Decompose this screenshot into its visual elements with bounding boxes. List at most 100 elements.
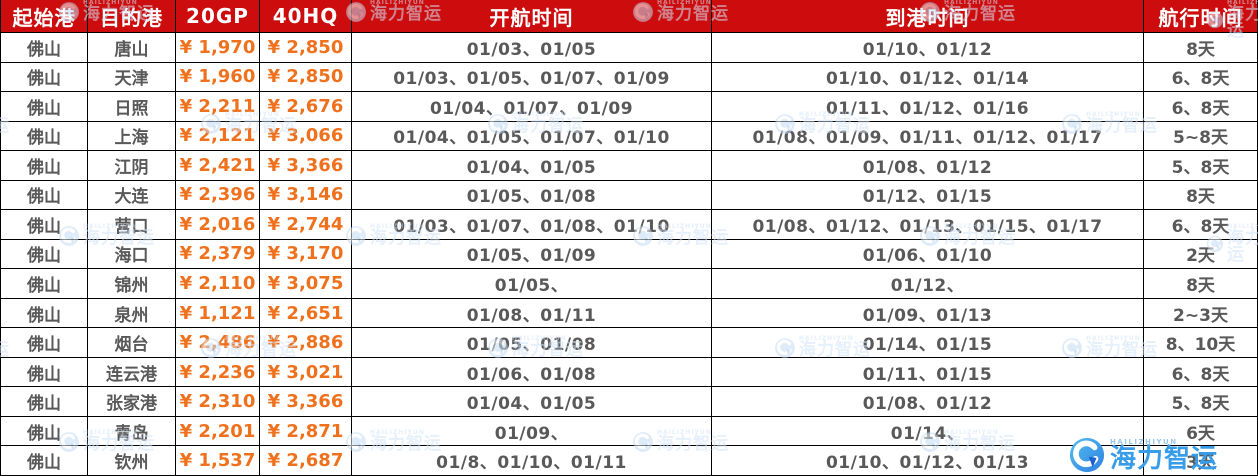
arrival-dates-cell: 01/10、01/12、01/14 xyxy=(712,62,1144,93)
arrival-dates-cell: 01/08、01/12 xyxy=(712,151,1144,181)
origin-port-cell: 佛山 xyxy=(0,62,88,93)
origin-port-cell: 佛山 xyxy=(0,446,88,476)
destination-port-cell: 营口 xyxy=(88,210,176,240)
arrival-dates-cell: 01/08、01/12、01/13、01/15、01/17 xyxy=(712,210,1144,240)
departure-dates-cell: 01/03、01/05、01/07、01/09 xyxy=(352,62,712,93)
origin-port-cell: 佛山 xyxy=(0,416,88,447)
price-20gp-cell: ¥ 1,121 xyxy=(176,298,260,329)
departure-dates-cell: 01/05、01/08 xyxy=(352,180,712,211)
departure-dates-cell: 01/05、 xyxy=(352,269,712,299)
arrival-dates-cell: 01/09、01/13 xyxy=(712,298,1144,329)
price-20gp-cell: ¥ 2,486 xyxy=(176,328,260,358)
arrival-dates-cell: 01/10、01/12、01/13 xyxy=(712,446,1144,476)
arrival-dates-cell: 01/10、01/12 xyxy=(712,33,1144,63)
price-20gp-cell: ¥ 2,016 xyxy=(176,210,260,240)
price-20gp-cell: ¥ 2,421 xyxy=(176,151,260,181)
destination-port-cell: 大连 xyxy=(88,180,176,211)
destination-port-cell: 锦州 xyxy=(88,269,176,299)
origin-port-cell: 佛山 xyxy=(0,121,88,152)
destination-port-cell: 上海 xyxy=(88,121,176,152)
header-20gp: 20GP xyxy=(176,0,260,33)
arrival-dates-cell: 01/08、01/09、01/11、01/12、01/17 xyxy=(712,121,1144,152)
price-20gp-cell: ¥ 1,537 xyxy=(176,446,260,476)
departure-dates-cell: 01/03、01/07、01/08、01/10 xyxy=(352,210,712,240)
destination-port-cell: 海口 xyxy=(88,239,176,270)
destination-port-cell: 江阴 xyxy=(88,151,176,181)
price-20gp-cell: ¥ 2,110 xyxy=(176,269,260,299)
arrival-dates-cell: 01/14、01/15 xyxy=(712,328,1144,358)
price-40hq-cell: ¥ 2,886 xyxy=(260,328,352,358)
departure-dates-cell: 01/04、01/05 xyxy=(352,387,712,417)
arrival-dates-cell: 01/08、01/12 xyxy=(712,387,1144,417)
price-40hq-cell: ¥ 3,366 xyxy=(260,151,352,181)
departure-dates-cell: 01/04、01/05 xyxy=(352,151,712,181)
destination-port-cell: 连云港 xyxy=(88,357,176,388)
destination-port-cell: 日照 xyxy=(88,92,176,122)
header-departure-time: 开航时间 xyxy=(352,0,712,33)
transit-time-cell: 5、8天 xyxy=(1144,387,1258,417)
price-40hq-cell: ¥ 3,021 xyxy=(260,357,352,388)
arrival-dates-cell: 01/06、01/10 xyxy=(712,239,1144,270)
destination-port-cell: 张家港 xyxy=(88,387,176,417)
arrival-dates-cell: 01/12、01/15 xyxy=(712,180,1144,211)
transit-time-cell: 3天 xyxy=(1144,446,1258,476)
header-origin-port: 起始港 xyxy=(0,0,88,33)
destination-port-cell: 烟台 xyxy=(88,328,176,358)
price-40hq-cell: ¥ 3,146 xyxy=(260,180,352,211)
destination-port-cell: 青岛 xyxy=(88,416,176,447)
price-40hq-cell: ¥ 3,366 xyxy=(260,387,352,417)
price-40hq-cell: ¥ 2,651 xyxy=(260,298,352,329)
transit-time-cell: 6、8天 xyxy=(1144,357,1258,388)
price-40hq-cell: ¥ 3,075 xyxy=(260,269,352,299)
origin-port-cell: 佛山 xyxy=(0,298,88,329)
destination-port-cell: 唐山 xyxy=(88,33,176,63)
arrival-dates-cell: 01/14、 xyxy=(712,416,1144,447)
transit-time-cell: 2~3天 xyxy=(1144,298,1258,329)
departure-dates-cell: 01/03、01/05 xyxy=(352,33,712,63)
departure-dates-cell: 01/04、01/07、01/09 xyxy=(352,92,712,122)
transit-time-cell: 2天 xyxy=(1144,239,1258,270)
price-20gp-cell: ¥ 1,970 xyxy=(176,33,260,63)
price-40hq-cell: ¥ 3,066 xyxy=(260,121,352,152)
destination-port-cell: 泉州 xyxy=(88,298,176,329)
arrival-dates-cell: 01/12、 xyxy=(712,269,1144,299)
price-40hq-cell: ¥ 2,687 xyxy=(260,446,352,476)
departure-dates-cell: 01/05、01/08 xyxy=(352,328,712,358)
header-arrival-time: 到港时间 xyxy=(712,0,1144,33)
price-20gp-cell: ¥ 2,201 xyxy=(176,416,260,447)
origin-port-cell: 佛山 xyxy=(0,328,88,358)
transit-time-cell: 8天 xyxy=(1144,180,1258,211)
price-20gp-cell: ¥ 2,396 xyxy=(176,180,260,211)
header-40hq: 40HQ xyxy=(260,0,352,33)
transit-time-cell: 6天 xyxy=(1144,416,1258,447)
departure-dates-cell: 01/09、 xyxy=(352,416,712,447)
departure-dates-cell: 01/05、01/09 xyxy=(352,239,712,270)
price-20gp-cell: ¥ 2,310 xyxy=(176,387,260,417)
departure-dates-cell: 01/8、01/10、01/11 xyxy=(352,446,712,476)
destination-port-cell: 天津 xyxy=(88,62,176,93)
transit-time-cell: 5~8天 xyxy=(1144,121,1258,152)
origin-port-cell: 佛山 xyxy=(0,180,88,211)
price-40hq-cell: ¥ 3,170 xyxy=(260,239,352,270)
arrival-dates-cell: 01/11、01/12、01/16 xyxy=(712,92,1144,122)
transit-time-cell: 5、8天 xyxy=(1144,151,1258,181)
price-20gp-cell: ¥ 2,379 xyxy=(176,239,260,270)
origin-port-cell: 佛山 xyxy=(0,239,88,270)
origin-port-cell: 佛山 xyxy=(0,387,88,417)
arrival-dates-cell: 01/11、01/15 xyxy=(712,357,1144,388)
origin-port-cell: 佛山 xyxy=(0,33,88,63)
header-destination-port: 目的港 xyxy=(88,0,176,33)
price-40hq-cell: ¥ 2,744 xyxy=(260,210,352,240)
price-40hq-cell: ¥ 2,850 xyxy=(260,62,352,93)
price-20gp-cell: ¥ 2,236 xyxy=(176,357,260,388)
origin-port-cell: 佛山 xyxy=(0,151,88,181)
price-20gp-cell: ¥ 2,211 xyxy=(176,92,260,122)
departure-dates-cell: 01/04、01/05、01/07、01/10 xyxy=(352,121,712,152)
origin-port-cell: 佛山 xyxy=(0,210,88,240)
origin-port-cell: 佛山 xyxy=(0,357,88,388)
transit-time-cell: 8、10天 xyxy=(1144,328,1258,358)
price-40hq-cell: ¥ 2,850 xyxy=(260,33,352,63)
departure-dates-cell: 01/08、01/11 xyxy=(352,298,712,329)
